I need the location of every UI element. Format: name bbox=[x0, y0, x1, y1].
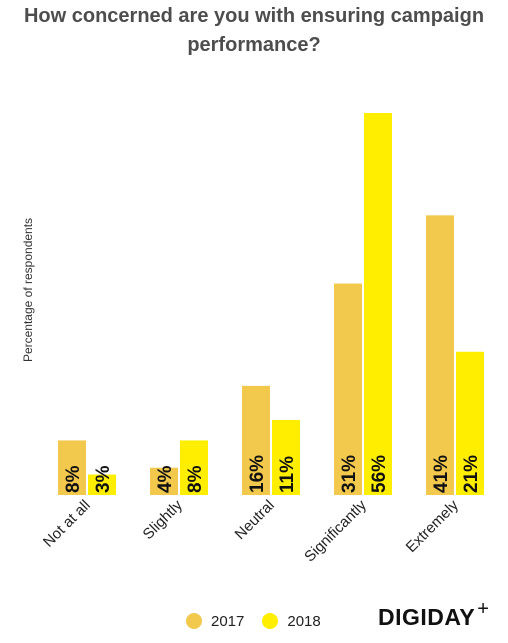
legend-swatch-2018 bbox=[262, 613, 279, 629]
x-tick-label-extremely: Extremely bbox=[403, 496, 463, 556]
x-tick-label-not-at-all: Not at all bbox=[40, 497, 94, 551]
digiday-logo: DIGIDAY + bbox=[378, 598, 489, 631]
bar-significantly-2018 bbox=[364, 113, 392, 495]
bar-slightly-2017 bbox=[150, 467, 178, 495]
chart-title-line-1: How concerned are you with ensuring camp… bbox=[23, 5, 485, 27]
bar-neutral-2018 bbox=[272, 419, 300, 495]
legend: 2017 2018 bbox=[186, 606, 339, 636]
data-label-neutral-2018: 11% bbox=[277, 456, 298, 493]
data-label-extremely-2017: 41% bbox=[431, 455, 452, 493]
x-tick-label-neutral: Neutral bbox=[232, 497, 278, 543]
bar-not-at-all-2018 bbox=[88, 474, 116, 495]
data-label-significantly-2017: 31% bbox=[339, 455, 360, 493]
legend-item-2018: 2018 bbox=[262, 612, 321, 630]
data-label-not-at-all-2017: 8% bbox=[63, 465, 84, 493]
legend-label-2018: 2018 bbox=[287, 612, 321, 630]
data-label-slightly-2018: 8% bbox=[185, 465, 206, 493]
bar-chart: 8% 3% Not at all 4% 8% Slightly 16% 11% Neutral 3… bbox=[40, 113, 484, 565]
chart-title-line-2: performance? bbox=[187, 34, 321, 56]
logo-plus: + bbox=[477, 598, 490, 620]
legend-item-2017: 2017 bbox=[186, 613, 244, 630]
data-label-extremely-2018: 21% bbox=[461, 455, 482, 493]
bar-neutral-2017 bbox=[242, 385, 270, 495]
x-tick-label-slightly: Slightly bbox=[140, 496, 187, 543]
x-tick-label-significantly: Significantly bbox=[301, 496, 370, 565]
bar-extremely-2018 bbox=[456, 351, 484, 495]
bar-not-at-all-2017 bbox=[58, 440, 86, 495]
data-label-significantly-2018: 56% bbox=[369, 455, 390, 493]
data-label-not-at-all-2018: 3% bbox=[93, 465, 114, 493]
legend-label-2017: 2017 bbox=[211, 612, 245, 630]
bar-significantly-2017 bbox=[334, 283, 362, 495]
data-label-neutral-2017: 16% bbox=[247, 455, 268, 493]
data-label-slightly-2017: 4% bbox=[155, 465, 176, 493]
bar-slightly-2018 bbox=[180, 440, 208, 495]
legend-swatch-2017 bbox=[186, 613, 202, 629]
logo-text: DIGIDAY bbox=[378, 604, 476, 630]
chart-title: How concerned are you with ensuring camp… bbox=[0, 2, 508, 60]
bar-extremely-2017 bbox=[426, 215, 454, 496]
